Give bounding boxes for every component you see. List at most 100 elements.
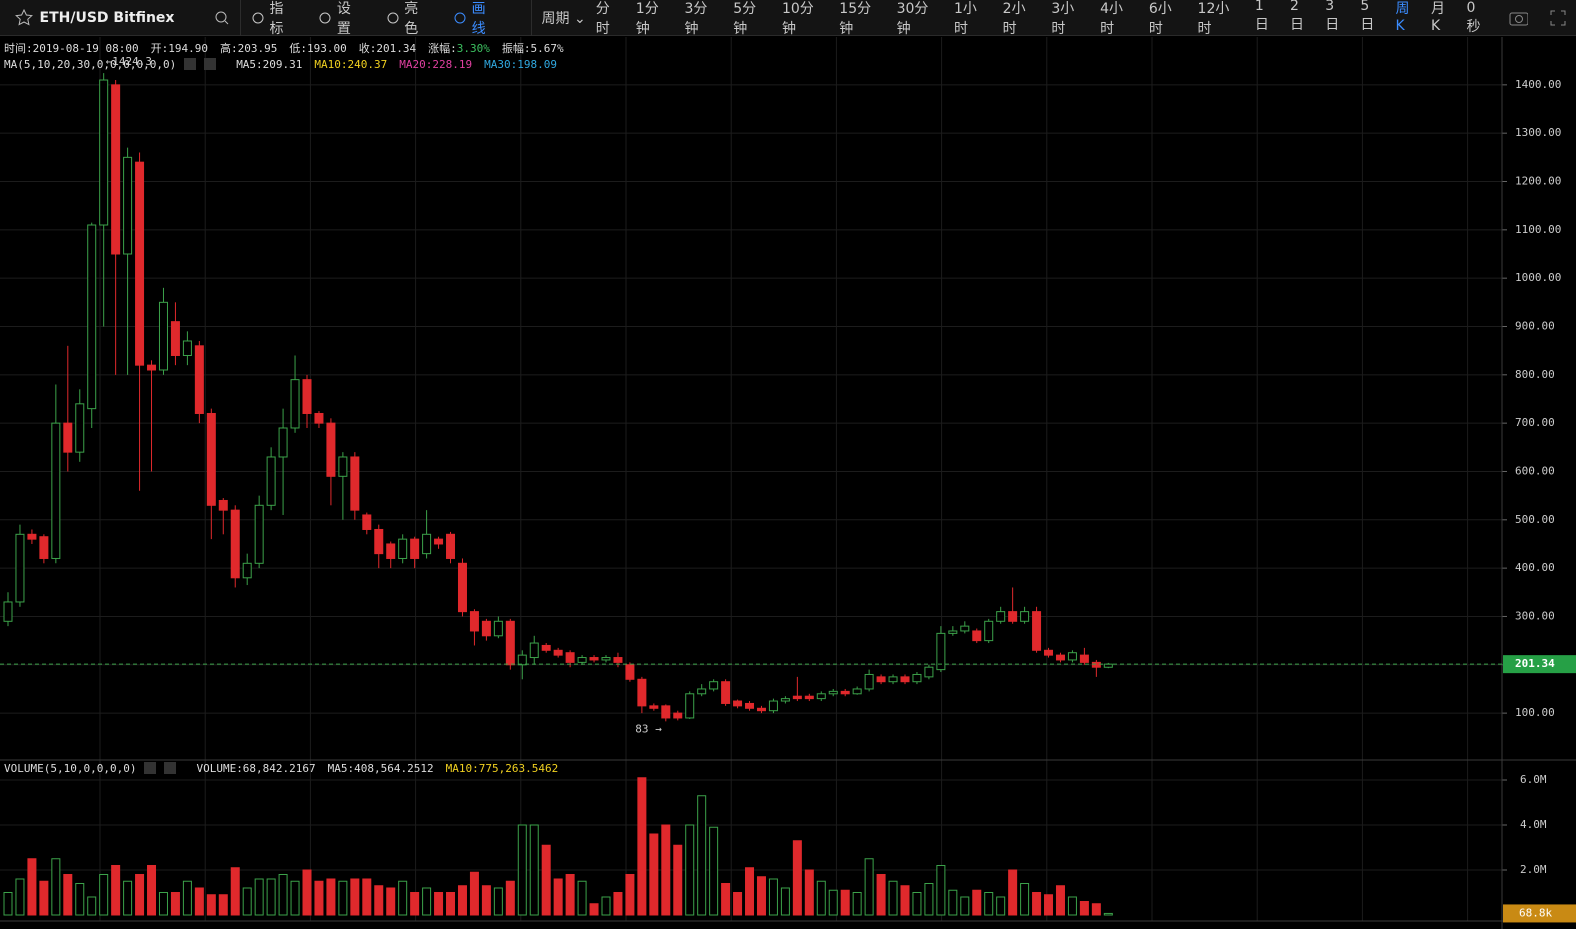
candle-body <box>924 666 934 678</box>
volume-bar <box>469 871 479 916</box>
period[interactable]: 2小时 <box>1002 0 1026 37</box>
button-icon <box>454 12 466 23</box>
volume-bar <box>194 887 204 916</box>
candle-body <box>756 707 766 712</box>
camera-icon[interactable] <box>1509 10 1529 26</box>
volume-bar <box>828 889 838 916</box>
button-icon <box>319 12 331 23</box>
candle-body <box>721 681 731 704</box>
candle-body <box>446 533 456 559</box>
y-tick-label: 400.00 <box>1515 561 1555 574</box>
tool-button[interactable]: 亮色 <box>386 0 431 38</box>
volume-bar <box>697 795 707 916</box>
symbol[interactable]: ETH/USD Bitfinex <box>39 9 175 26</box>
period[interactable]: 30分钟 <box>896 0 929 37</box>
candle-body <box>386 543 396 559</box>
volume-bar <box>15 878 25 916</box>
period[interactable]: 1小时 <box>953 0 977 37</box>
period[interactable]: 3日 <box>1325 0 1340 33</box>
volume-bar <box>613 891 623 916</box>
candle-body <box>434 538 444 545</box>
info-line: 时间:2019-08-19 08:00 开:194.90 高:203.95 低:193… <box>4 40 564 56</box>
period[interactable]: 分时 <box>595 0 610 37</box>
candle-body <box>493 620 503 637</box>
candle-body <box>529 642 539 659</box>
candle-body <box>481 620 491 637</box>
period[interactable]: 6小时 <box>1148 0 1172 37</box>
volume-bar <box>780 887 790 916</box>
volume-bar <box>493 887 503 916</box>
period[interactable]: 月K <box>1430 0 1445 34</box>
y-tick-label: 100.00 <box>1515 706 1555 719</box>
last-price-label: 201.34 <box>1515 657 1555 670</box>
info-item: 高:203.95 <box>220 40 277 56</box>
y-tick-label: 1400.00 <box>1515 78 1561 91</box>
candle-body <box>840 690 850 695</box>
candle-body <box>218 499 228 511</box>
candle-body <box>864 673 874 690</box>
info-label: 时间: <box>4 42 33 55</box>
candle-body <box>350 456 360 511</box>
period-menu[interactable]: 周期 ⌄ <box>541 10 586 27</box>
volume-bar <box>721 882 731 916</box>
button-icon <box>252 12 264 23</box>
settings-icon <box>144 762 157 774</box>
y-tick-label: 6.0M <box>1520 773 1547 786</box>
search-icon[interactable] <box>214 10 230 26</box>
tool-button[interactable]: 设置 <box>318 0 363 38</box>
fullscreen-icon[interactable] <box>1550 10 1566 26</box>
star-icon[interactable] <box>14 8 34 28</box>
candle-body <box>422 533 432 555</box>
button-label[interactable]: 设置 <box>336 0 351 37</box>
volume-bar <box>410 891 420 916</box>
tool-button[interactable]: 画线 <box>453 0 498 38</box>
candle-body <box>768 700 778 712</box>
candle-body <box>410 538 420 559</box>
volume-bar <box>936 864 946 916</box>
period[interactable]: 10分钟 <box>781 0 814 37</box>
button-icon <box>387 12 399 23</box>
candle-body <box>996 611 1006 622</box>
period[interactable]: 12小时 <box>1197 0 1230 37</box>
period[interactable]: 1分钟 <box>635 0 659 37</box>
period[interactable]: 4小时 <box>1100 0 1124 37</box>
ma-value: MA5:209.31 <box>236 58 303 71</box>
period[interactable]: 周K <box>1395 0 1410 34</box>
volume-legend: VOLUME(5,10,0,0,0,0) VOLUME:68,842.2167 MA… <box>4 762 558 775</box>
candle-body <box>135 161 145 366</box>
candle-body <box>1008 611 1018 622</box>
period[interactable]: 1日 <box>1254 0 1269 33</box>
candle-body <box>900 676 910 683</box>
period[interactable]: 5分钟 <box>733 0 757 37</box>
periods: 分时 1分钟 3分钟 5分钟 10分钟 15分钟 30分钟 1小时 2小时 3小时 4小时 6小时 12… <box>596 0 1467 38</box>
candle-body <box>123 156 133 255</box>
candle-body <box>75 403 85 453</box>
info-item: 收:201.34 <box>359 40 416 56</box>
period[interactable]: 3小时 <box>1051 0 1075 37</box>
period[interactable]: 2日 <box>1290 0 1305 33</box>
candle-body <box>553 649 563 656</box>
period-label[interactable]: 周期 <box>541 10 570 27</box>
volume-bar <box>39 880 49 916</box>
extreme-label: ←1424.3 <box>106 55 152 68</box>
volume-bar <box>637 777 647 916</box>
volume-bar <box>27 858 37 916</box>
last-volume-label: 68.8k <box>1519 906 1552 919</box>
candle-body <box>697 688 707 695</box>
volume-bar <box>864 858 874 916</box>
button-label[interactable]: 指标 <box>269 0 284 37</box>
period[interactable]: 15分钟 <box>839 0 872 37</box>
period[interactable]: 5日 <box>1360 0 1375 33</box>
volume-bar <box>158 891 168 916</box>
button-label[interactable]: 亮色 <box>404 0 419 37</box>
volume-bar <box>888 880 898 916</box>
button-label[interactable]: 画线 <box>471 0 486 37</box>
volume-bar <box>1044 894 1054 916</box>
candle-body <box>242 562 252 579</box>
candle-body <box>206 412 216 506</box>
last-volume-tag <box>1503 904 1576 923</box>
period[interactable]: 3分钟 <box>684 0 708 37</box>
volume-bar <box>314 880 324 916</box>
tool-button[interactable]: 指标 <box>251 0 296 38</box>
